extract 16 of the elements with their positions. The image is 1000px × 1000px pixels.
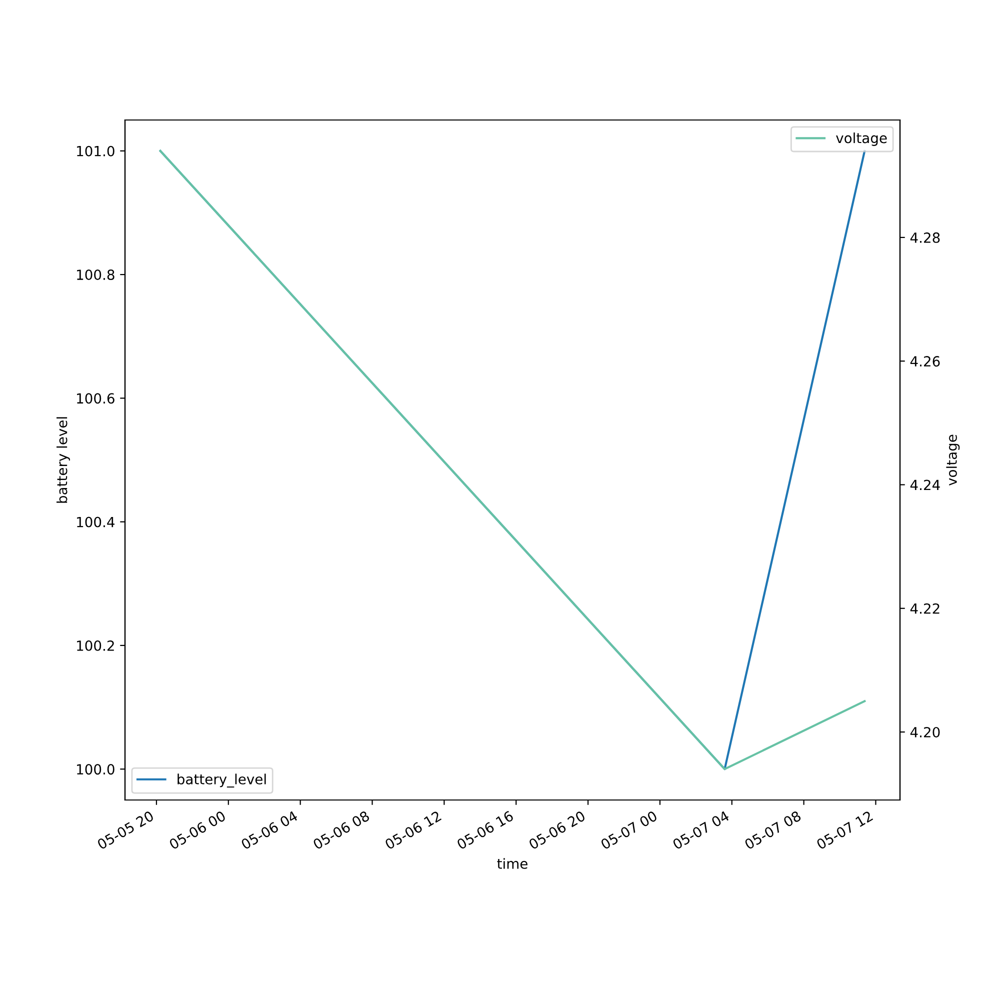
y-axis-title: battery level bbox=[56, 417, 70, 503]
y-tick-label: 100.6 bbox=[77, 393, 114, 404]
y2-axis-title: voltage bbox=[946, 434, 960, 486]
y2-tick-label: 4.28 bbox=[910, 232, 940, 243]
y-tick-label: 100.0 bbox=[77, 764, 114, 775]
y2-tick-label: 4.26 bbox=[910, 356, 940, 367]
y-tick-label: 100.4 bbox=[77, 516, 114, 528]
y-tick-label: 101.0 bbox=[77, 146, 114, 156]
y-tick-label: 100.2 bbox=[77, 640, 114, 651]
y2-tick-label: 4.20 bbox=[910, 726, 940, 738]
legend-label: battery_level bbox=[178, 774, 266, 788]
y2-tick-label: 4.24 bbox=[910, 480, 940, 490]
y2-tick-label: 4.22 bbox=[910, 603, 940, 614]
legend-label: voltage bbox=[836, 132, 887, 146]
y-tick-label: 100.8 bbox=[77, 270, 114, 280]
x-axis-title: time bbox=[497, 858, 528, 869]
